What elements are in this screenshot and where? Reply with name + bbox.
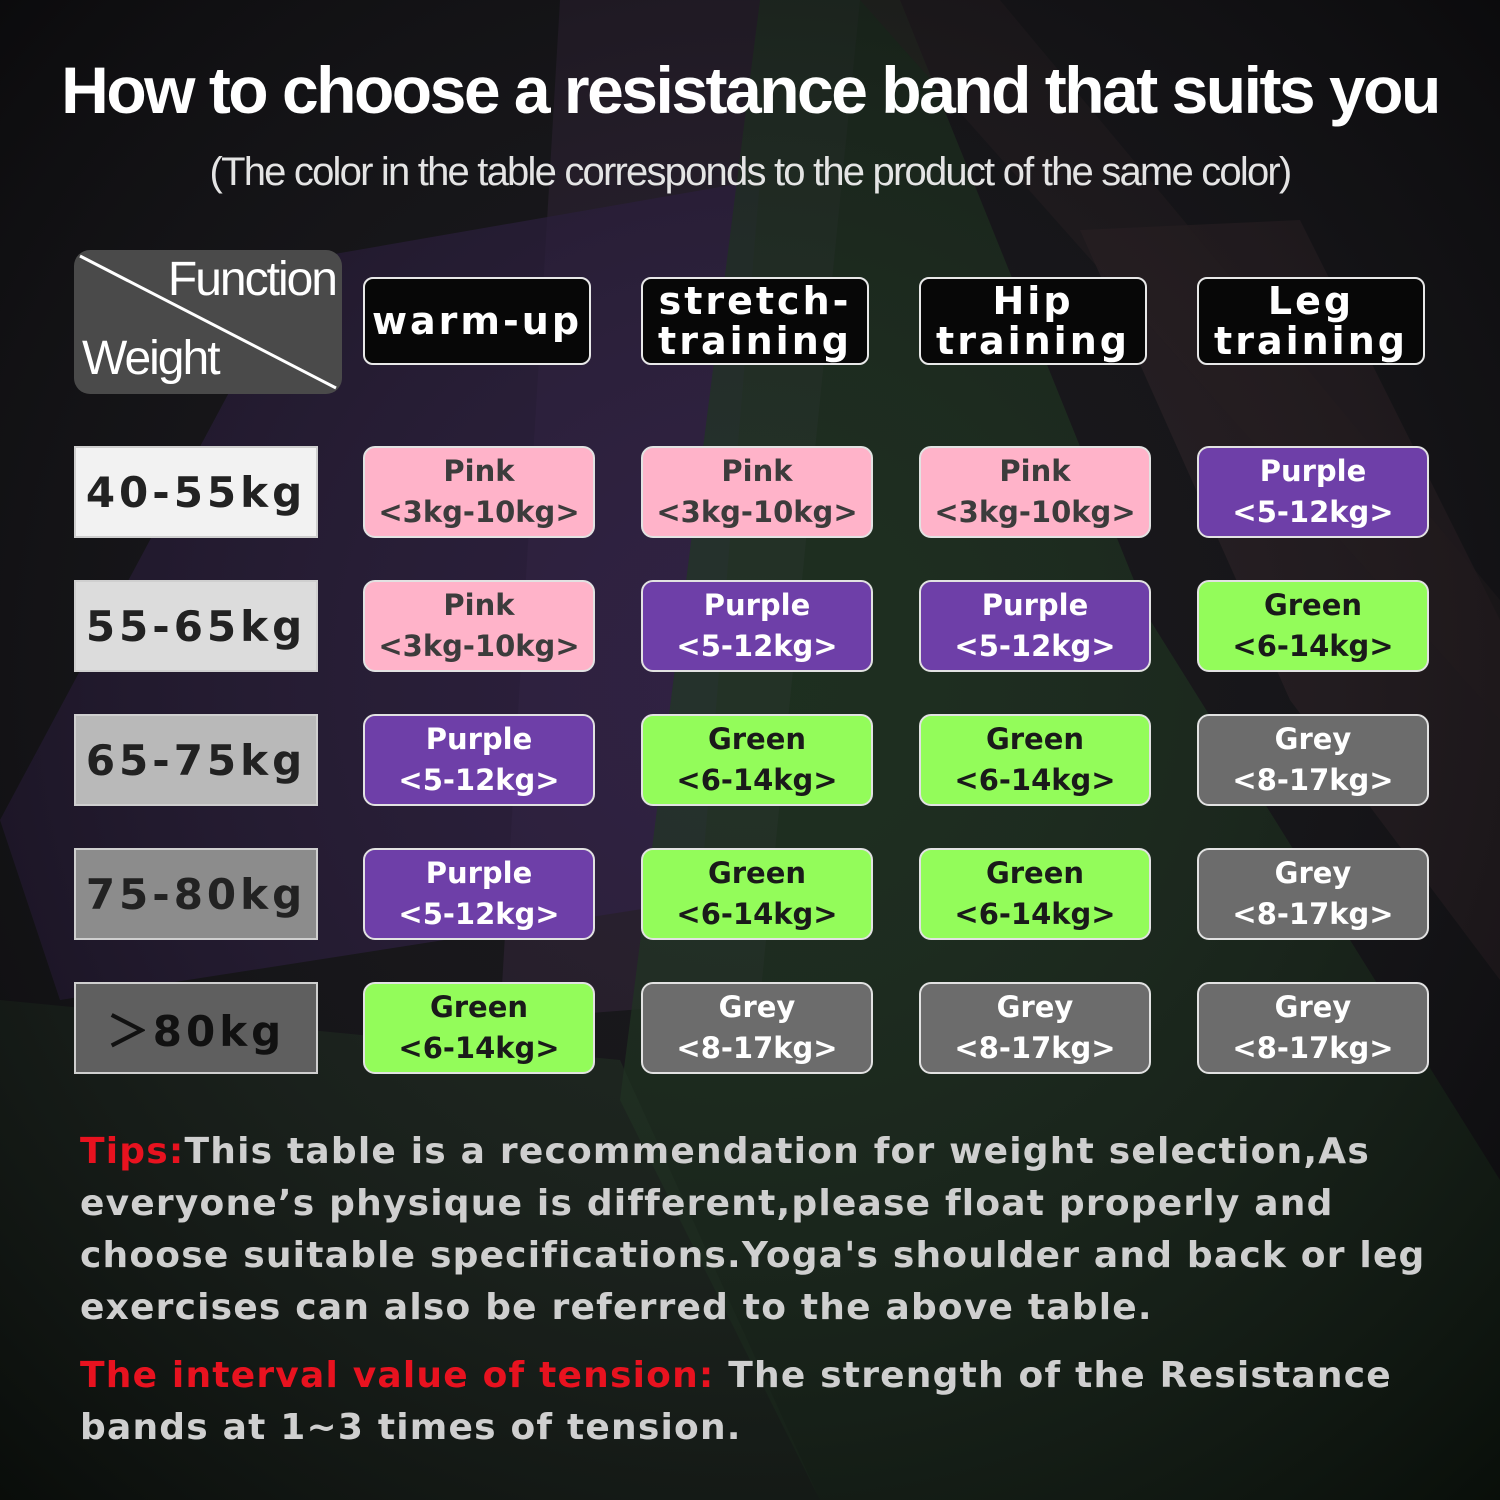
corner-function-label: Function bbox=[167, 253, 338, 306]
table-cell-band: Grey <8-17kg> bbox=[1197, 848, 1429, 940]
page-title: How to choose a resistance band that sui… bbox=[61, 53, 1441, 127]
table-cell-band: Purple <5-12kg> bbox=[1197, 446, 1429, 538]
band-resistance-range: <8-17kg> bbox=[1232, 897, 1394, 931]
band-resistance-range: <5-12kg> bbox=[676, 629, 838, 663]
diagonal-divider bbox=[79, 254, 337, 390]
band-resistance-range: <8-17kg> bbox=[1232, 763, 1394, 797]
band-resistance-range: <6-14kg> bbox=[676, 897, 838, 931]
band-resistance-range: <6-14kg> bbox=[954, 897, 1116, 931]
band-resistance-range: <8-17kg> bbox=[1232, 1031, 1394, 1065]
tension-label: The interval value of tension: bbox=[80, 1355, 715, 1396]
column-header-line1: stretch- bbox=[658, 279, 852, 323]
column-header-hip-training: Hip training bbox=[919, 277, 1147, 365]
column-header-line1: Leg bbox=[1267, 279, 1355, 323]
tips-paragraph: Tips:This table is a recommendation for … bbox=[80, 1126, 1450, 1334]
band-color-label: Purple bbox=[1259, 454, 1367, 488]
tips-label: Tips: bbox=[80, 1131, 185, 1172]
band-color-label: Pink bbox=[443, 588, 515, 622]
corner-weight-label: Weight bbox=[82, 332, 221, 385]
tips-text: This table is a recommendation for weigh… bbox=[80, 1131, 1426, 1328]
band-resistance-range: <8-17kg> bbox=[954, 1031, 1116, 1065]
tension-text: The strength of the Resistance bands at … bbox=[80, 1355, 1392, 1448]
band-color-label: Purple bbox=[425, 722, 533, 756]
table-cell-band: Purple <5-12kg> bbox=[363, 848, 595, 940]
band-color-label: Green bbox=[985, 722, 1085, 756]
tension-paragraph: The interval value of tension: The stren… bbox=[80, 1350, 1460, 1454]
table-cell-band: Green <6-14kg> bbox=[919, 848, 1151, 940]
table-cell-band: Pink <3kg-10kg> bbox=[363, 580, 595, 672]
column-header-stretch-training: stretch- training bbox=[641, 277, 869, 365]
table-cell-band: Pink <3kg-10kg> bbox=[641, 446, 873, 538]
band-resistance-range: <8-17kg> bbox=[676, 1031, 838, 1065]
row-header-weight: 55-65kg bbox=[74, 580, 318, 672]
column-header-line2: training bbox=[1214, 319, 1408, 363]
table-cell-band: Purple <5-12kg> bbox=[641, 580, 873, 672]
table-cell-band: Grey <8-17kg> bbox=[641, 982, 873, 1074]
band-resistance-range: <3kg-10kg> bbox=[378, 495, 580, 529]
band-color-label: Grey bbox=[996, 990, 1074, 1024]
band-color-label: Green bbox=[707, 722, 807, 756]
band-resistance-range: <3kg-10kg> bbox=[656, 495, 858, 529]
band-color-label: Green bbox=[1263, 588, 1363, 622]
row-header-weight: 40-55kg bbox=[74, 446, 318, 538]
table-cell-band: Green <6-14kg> bbox=[641, 714, 873, 806]
band-color-label: Purple bbox=[981, 588, 1089, 622]
band-color-label: Green bbox=[985, 856, 1085, 890]
band-resistance-range: <6-14kg> bbox=[954, 763, 1116, 797]
band-resistance-range: <5-12kg> bbox=[398, 897, 560, 931]
table-cell-band: Green <6-14kg> bbox=[363, 982, 595, 1074]
band-resistance-range: <6-14kg> bbox=[676, 763, 838, 797]
table-cell-band: Grey <8-17kg> bbox=[1197, 714, 1429, 806]
row-header-weight: 75-80kg bbox=[74, 848, 318, 940]
band-color-label: Grey bbox=[1274, 722, 1352, 756]
band-resistance-range: <3kg-10kg> bbox=[934, 495, 1136, 529]
column-header-leg-training: Leg training bbox=[1197, 277, 1425, 365]
table-cell-band: Purple <5-12kg> bbox=[363, 714, 595, 806]
band-resistance-range: <6-14kg> bbox=[398, 1031, 560, 1065]
page-subtitle: (The color in the table corresponds to t… bbox=[209, 150, 1293, 194]
band-resistance-range: <5-12kg> bbox=[954, 629, 1116, 663]
band-color-label: Purple bbox=[703, 588, 811, 622]
band-color-label: Green bbox=[429, 990, 529, 1024]
row-header-weight: 65-75kg bbox=[74, 714, 318, 806]
band-color-label: Pink bbox=[999, 454, 1071, 488]
table-cell-band: Purple <5-12kg> bbox=[919, 580, 1151, 672]
band-resistance-range: <5-12kg> bbox=[1232, 495, 1394, 529]
band-color-label: Grey bbox=[718, 990, 796, 1024]
column-header-line1: Hip bbox=[992, 279, 1074, 323]
table-cell-band: Green <6-14kg> bbox=[641, 848, 873, 940]
band-resistance-range: <6-14kg> bbox=[1232, 629, 1394, 663]
table-cell-band: Pink <3kg-10kg> bbox=[919, 446, 1151, 538]
band-color-label: Grey bbox=[1274, 856, 1352, 890]
band-resistance-range: <3kg-10kg> bbox=[378, 629, 580, 663]
band-color-label: Green bbox=[707, 856, 807, 890]
band-resistance-range: <5-12kg> bbox=[398, 763, 560, 797]
table-cell-band: Pink <3kg-10kg> bbox=[363, 446, 595, 538]
column-header-line1: warm-up bbox=[371, 299, 583, 343]
band-color-label: Grey bbox=[1274, 990, 1352, 1024]
band-color-label: Pink bbox=[721, 454, 793, 488]
row-header-weight: ＞80kg bbox=[74, 982, 318, 1074]
table-cell-band: Green <6-14kg> bbox=[919, 714, 1151, 806]
table-cell-band: Grey <8-17kg> bbox=[1197, 982, 1429, 1074]
table-cell-band: Green <6-14kg> bbox=[1197, 580, 1429, 672]
band-color-label: Pink bbox=[443, 454, 515, 488]
table-corner-header: Function Weight bbox=[74, 250, 342, 394]
column-header-line2: training bbox=[936, 319, 1130, 363]
column-header-warm-up: warm-up bbox=[363, 277, 591, 365]
table-cell-band: Grey <8-17kg> bbox=[919, 982, 1151, 1074]
band-color-label: Purple bbox=[425, 856, 533, 890]
column-header-line2: training bbox=[658, 319, 852, 363]
